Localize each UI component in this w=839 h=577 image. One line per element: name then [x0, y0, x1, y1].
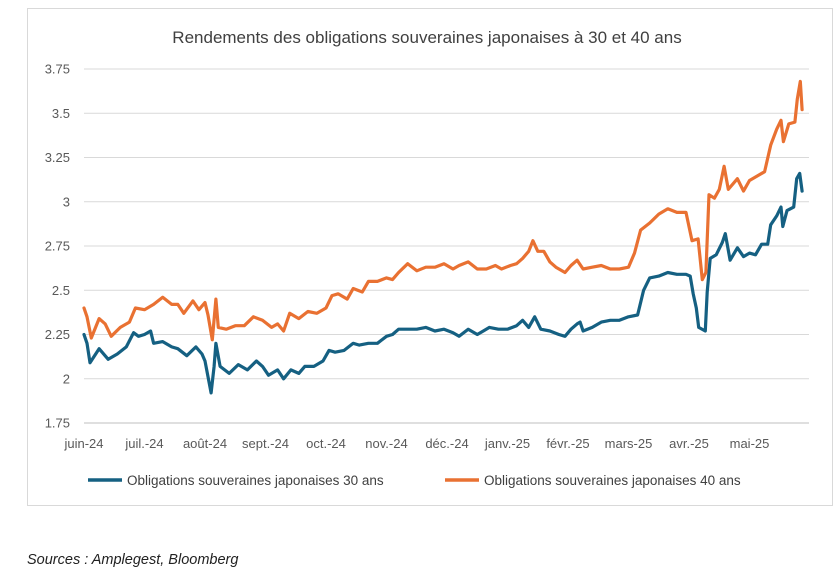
y-tick-label: 2 — [63, 371, 70, 386]
x-tick-label: janv.-25 — [484, 436, 530, 451]
x-tick-label: mai-25 — [730, 436, 770, 451]
y-tick-label: 3 — [63, 194, 70, 209]
x-tick-label: févr.-25 — [546, 436, 589, 451]
series-lines — [82, 79, 804, 395]
x-tick-label: mars-25 — [605, 436, 653, 451]
series-line-40y — [82, 79, 804, 342]
series-line-30y — [82, 171, 804, 395]
x-tick-label: août-24 — [183, 436, 227, 451]
chart-title: Rendements des obligations souveraines j… — [172, 28, 681, 47]
x-tick-label: sept.-24 — [242, 436, 289, 451]
x-axis-labels: juin-24 juil.-24 août-24 sept.-24 oct.-24 nov… — [63, 436, 769, 451]
legend: Obligations souveraines japonaises 30 an… — [88, 473, 741, 488]
y-axis-labels: 1.75 2 2.25 2.5 2.75 3 3.25 3.5 3.75 — [45, 62, 70, 431]
y-tick-label: 3.5 — [52, 106, 70, 121]
x-tick-label: déc.-24 — [425, 436, 468, 451]
source-note: Sources : Amplegest, Bloomberg — [27, 552, 239, 568]
x-tick-label: avr.-25 — [669, 436, 709, 451]
y-tick-label: 2.75 — [45, 239, 70, 254]
line-chart: Rendements des obligations souveraines j… — [45, 28, 809, 488]
y-tick-label: 3.25 — [45, 150, 70, 165]
x-tick-label: oct.-24 — [306, 436, 346, 451]
y-tick-label: 2.5 — [52, 283, 70, 298]
y-tick-label: 1.75 — [45, 416, 70, 431]
legend-label-40y: Obligations souveraines japonaises 40 an… — [484, 473, 741, 488]
x-tick-label: juin-24 — [63, 436, 103, 451]
x-tick-label: juil.-24 — [124, 436, 163, 451]
y-tick-label: 2.25 — [45, 327, 70, 342]
x-tick-label: nov.-24 — [365, 436, 407, 451]
y-tick-label: 3.75 — [45, 62, 70, 77]
gridlines — [84, 68, 809, 424]
legend-label-30y: Obligations souveraines japonaises 30 an… — [127, 473, 384, 488]
chart-frame: Rendements des obligations souveraines j… — [27, 8, 833, 506]
